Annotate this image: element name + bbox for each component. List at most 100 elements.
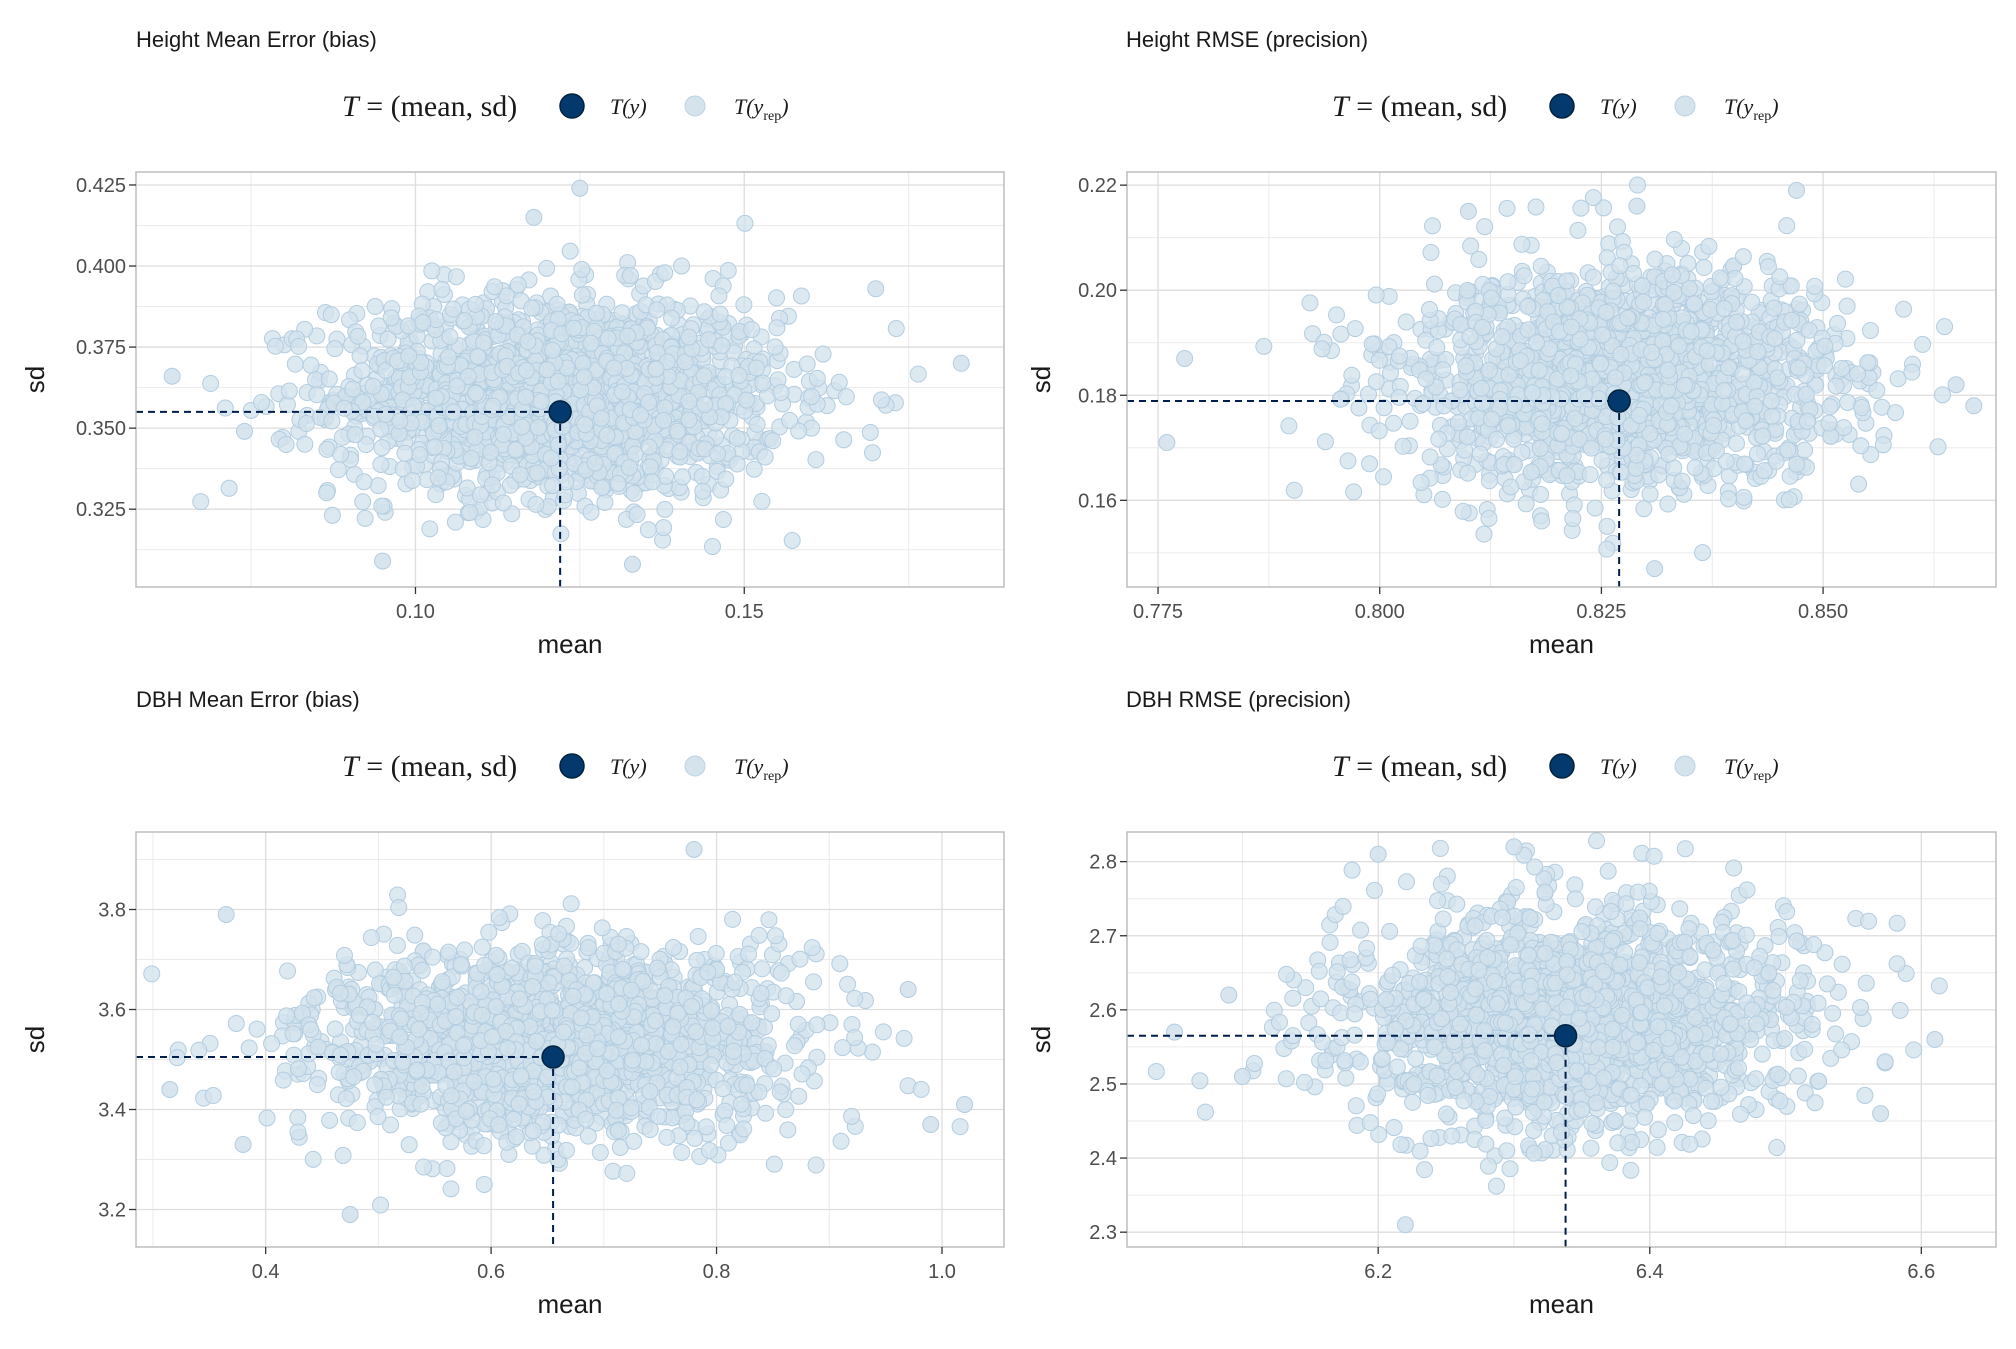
rep-point: [445, 301, 461, 317]
rep-point: [357, 510, 373, 526]
rep-point: [1559, 273, 1575, 289]
rep-point: [1635, 294, 1651, 310]
x-tick-label: 0.850: [1798, 601, 1848, 623]
rep-point: [1644, 344, 1660, 360]
rep-point: [832, 956, 848, 972]
rep-point: [792, 951, 808, 967]
rep-point: [731, 367, 747, 383]
rep-point: [1426, 276, 1442, 292]
rep-point: [1472, 446, 1488, 462]
rep-point: [383, 310, 399, 326]
rep-point: [749, 416, 765, 432]
rep-point: [1799, 413, 1815, 429]
rep-point: [657, 501, 673, 517]
rep-point: [757, 449, 773, 465]
y-tick-label: 0.18: [1078, 385, 1117, 407]
panel-title: DBH Mean Error (bias): [136, 687, 360, 712]
rep-point: [1376, 400, 1392, 416]
rep-point: [1896, 301, 1912, 317]
rep-point: [524, 300, 540, 316]
rep-point: [1629, 198, 1645, 214]
rep-point: [1712, 270, 1728, 286]
rep-point: [1362, 456, 1378, 472]
rep-point: [1516, 268, 1532, 284]
rep-point: [324, 507, 340, 523]
rep-point: [910, 366, 926, 382]
rep-point: [566, 320, 582, 336]
rep-point: [572, 180, 588, 196]
y-tick-label: 0.325: [76, 499, 126, 521]
rep-point: [648, 361, 664, 377]
rep-point: [1647, 561, 1663, 577]
rep-point: [1599, 472, 1615, 488]
rep-point: [428, 390, 444, 406]
y-tick-label: 0.375: [76, 337, 126, 359]
rep-point: [690, 928, 706, 944]
rep-point: [1347, 321, 1363, 337]
rep-point: [642, 459, 658, 475]
rep-point: [193, 494, 209, 510]
rep-point: [264, 1036, 280, 1052]
rep-point: [614, 384, 630, 400]
x-tick-label: 0.825: [1576, 601, 1626, 623]
y-tick-label: 0.350: [76, 418, 126, 440]
y-axis-title: sd: [1026, 366, 1056, 393]
rep-point: [370, 478, 386, 494]
rep-point: [428, 487, 444, 503]
rep-point: [309, 387, 325, 403]
rep-point: [720, 263, 736, 279]
rep-point: [203, 376, 219, 392]
rep-point: [1286, 482, 1302, 498]
rep-point: [470, 348, 486, 364]
rep-point: [1368, 287, 1384, 303]
rep-point: [237, 423, 253, 439]
rep-point: [804, 389, 820, 405]
rep-point: [1413, 474, 1429, 490]
rep-point: [875, 1024, 891, 1040]
rep-point: [1531, 362, 1547, 378]
rep-point: [254, 395, 270, 411]
rep-point: [1834, 361, 1850, 377]
rep-point: [267, 338, 283, 354]
rep-point: [1676, 377, 1692, 393]
rep-point: [512, 467, 528, 483]
rep-point: [913, 1081, 929, 1097]
rep-point: [1524, 385, 1540, 401]
rep-point: [338, 1090, 354, 1106]
rep-point: [462, 505, 478, 521]
rep-point: [563, 896, 579, 912]
legend-title: T = (mean, sd): [342, 750, 517, 783]
rep-point: [624, 556, 640, 572]
rep-point: [440, 349, 456, 365]
legend-title: T = (mean, sd): [1332, 90, 1507, 123]
panel-3: DBH Mean Error (bias)T = (mean, sd)T(y)T…: [20, 687, 1004, 1319]
y-tick-label: 0.16: [1078, 490, 1117, 512]
rep-point: [401, 348, 417, 364]
rep-point: [1660, 362, 1676, 378]
rep-point: [1647, 251, 1663, 267]
rep-point: [614, 305, 630, 321]
x-axis-title: mean: [1529, 629, 1594, 659]
rep-point: [1364, 336, 1380, 352]
rep-point: [1664, 267, 1680, 283]
rep-point: [447, 514, 463, 530]
rep-point: [1784, 312, 1800, 328]
rep-point: [888, 321, 904, 337]
rep-point: [1423, 244, 1439, 260]
rep-point: [347, 427, 363, 443]
rep-point: [1481, 510, 1497, 526]
rep-point: [729, 456, 745, 472]
rep-point: [831, 374, 847, 390]
panel-title: Height RMSE (precision): [1126, 27, 1368, 52]
rep-point: [1434, 491, 1450, 507]
rep-point: [1422, 449, 1438, 465]
rep-point: [352, 348, 368, 364]
rep-point: [656, 520, 672, 536]
rep-point: [1721, 360, 1737, 376]
legend-observed-label: T(y): [1600, 94, 1637, 119]
rep-point: [1281, 418, 1297, 434]
rep-point: [1612, 258, 1628, 274]
rep-point: [632, 407, 648, 423]
rep-point: [1791, 296, 1807, 312]
rep-point: [681, 329, 697, 345]
